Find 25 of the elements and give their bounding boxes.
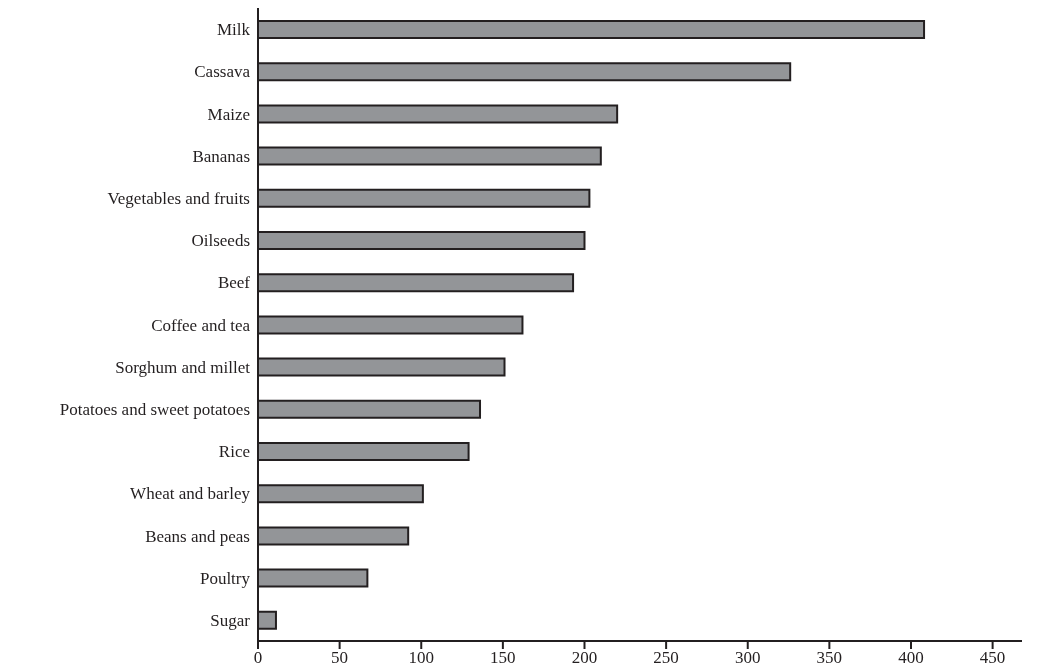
x-tick-label: 100	[408, 648, 434, 668]
y-tick-label: Bananas	[192, 146, 250, 166]
y-tick-label: Coffee and tea	[151, 315, 251, 335]
x-tick-label: 450	[979, 648, 1006, 668]
y-tick-label: Rice	[218, 442, 250, 462]
x-tick-label: 400	[898, 648, 924, 668]
x-tick-label: 250	[653, 648, 679, 668]
y-tick-label: Cassava	[194, 62, 251, 82]
y-tick-label: Oilseeds	[191, 231, 250, 251]
y-tick-label: Beans and peas	[145, 526, 250, 546]
y-tick-label: Wheat and barley	[130, 484, 251, 504]
y-tick-label: Milk	[216, 20, 251, 40]
y-tick-label: Poultry	[199, 568, 251, 588]
x-tick-label: 350	[816, 648, 843, 668]
y-tick-label: Maize	[207, 104, 250, 124]
y-tick-label: Vegetables and fruits	[107, 188, 250, 208]
y-tick-label: Sorghum and millet	[115, 357, 251, 377]
y-tick-label: Beef	[217, 273, 251, 293]
x-tick-label: 50	[331, 648, 349, 668]
y-tick-label: Sugar	[210, 610, 251, 630]
x-tick-label: 0	[253, 648, 263, 668]
x-tick-label: 200	[571, 648, 598, 668]
y-tick-label: Potatoes and sweet potatoes	[59, 399, 250, 419]
x-tick-label: 150	[490, 648, 516, 668]
x-tick-label: 300	[734, 648, 761, 668]
